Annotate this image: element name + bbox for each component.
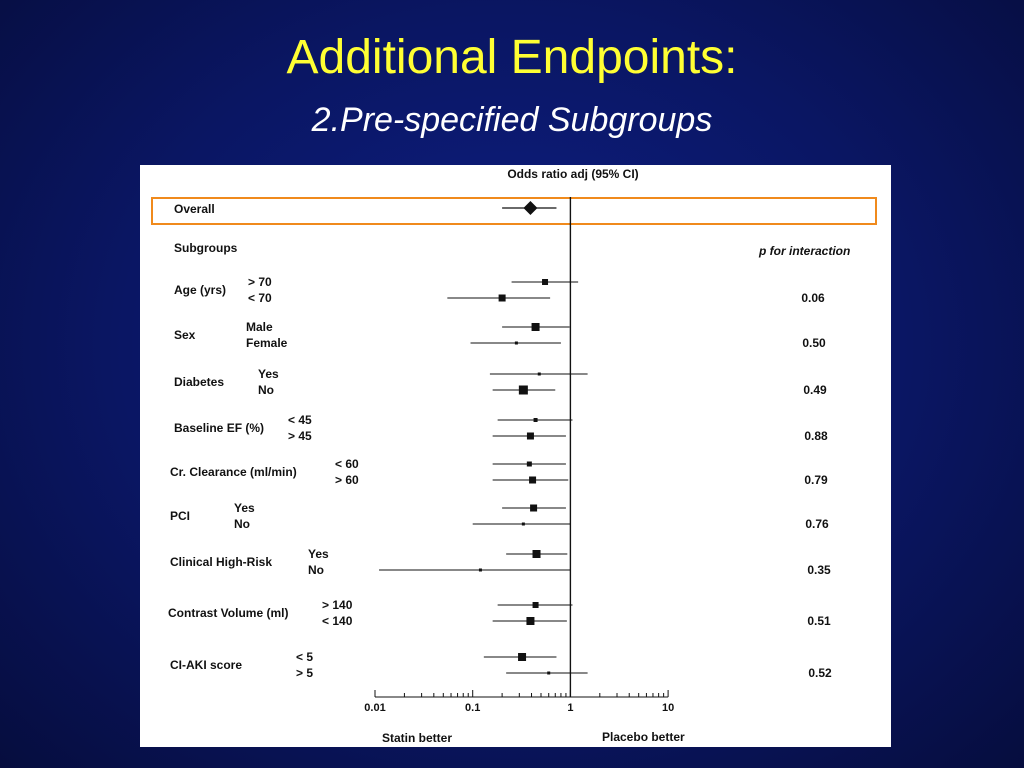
estimate-square: [526, 617, 535, 625]
estimate-square: [478, 568, 482, 572]
estimate-square: [518, 385, 528, 395]
p-interaction-value: 0.50: [802, 336, 826, 350]
p-interaction-header: p for interaction: [758, 244, 850, 258]
overall-estimate-diamond: [523, 201, 538, 215]
subgroup-row-label: Yes: [258, 367, 279, 381]
subgroups-header: Subgroups: [174, 241, 238, 255]
subgroup-name: CI-AKI score: [170, 658, 242, 672]
overall-highlight-box: [151, 197, 877, 225]
x-tick-label: 10: [662, 702, 674, 714]
placebo-better-label: Placebo better: [602, 730, 685, 744]
estimate-square: [542, 279, 549, 285]
subgroup-row-label: > 5: [296, 666, 313, 680]
estimate-square: [521, 522, 525, 526]
subgroup-row-label: < 60: [335, 457, 359, 471]
estimate-square: [518, 653, 527, 661]
statin-better-label: Statin better: [382, 731, 452, 745]
subgroup-row-label: > 45: [288, 429, 312, 443]
overall-label: Overall: [174, 202, 215, 216]
subgroup-row-label: > 70: [248, 275, 272, 289]
estimate-square: [514, 341, 518, 345]
subgroup-row-label: No: [308, 563, 324, 577]
subgroup-name: Baseline EF (%): [174, 421, 264, 435]
forest-plot-panel: Odds ratio adj (95% CI) Overall Subgroup…: [140, 165, 891, 747]
p-interaction-value: 0.79: [804, 473, 828, 487]
subgroup-row-label: No: [258, 383, 274, 397]
subgroup-row-label: > 140: [322, 598, 353, 612]
subgroup-row-label: Yes: [308, 547, 329, 561]
subgroup-row-label: No: [234, 517, 250, 531]
subgroup-row-label: Female: [246, 336, 288, 350]
subgroup-row-label: < 5: [296, 650, 313, 664]
subgroup-name: Diabetes: [174, 375, 224, 389]
forest-plot: Odds ratio adj (95% CI) Overall Subgroup…: [151, 167, 877, 745]
subgroup-name: Age (yrs): [174, 283, 226, 297]
p-interaction-value: 0.76: [805, 517, 829, 531]
p-interaction-value: 0.06: [801, 291, 825, 305]
slide-subtitle: 2.Pre-specified Subgroups: [311, 101, 713, 139]
estimate-square: [547, 671, 551, 675]
subgroup-row-label: < 140: [322, 614, 353, 628]
subgroup-row-label: Yes: [234, 501, 255, 515]
p-interaction-value: 0.88: [804, 429, 828, 443]
subgroup-name: Clinical High-Risk: [170, 555, 272, 569]
subgroup-row-label: < 45: [288, 413, 312, 427]
p-interaction-value: 0.49: [803, 383, 827, 397]
estimate-square: [498, 294, 506, 302]
chart-title: Odds ratio adj (95% CI): [507, 167, 638, 181]
estimate-square: [531, 323, 540, 331]
subgroup-name: Cr. Clearance (ml/min): [170, 465, 297, 479]
x-tick-label: 1: [567, 702, 573, 714]
x-tick-label: 0.1: [465, 702, 480, 714]
subgroup-name: Contrast Volume (ml): [168, 606, 288, 620]
subgroup-name: PCI: [170, 509, 190, 523]
estimate-square: [532, 550, 541, 558]
p-interaction-value: 0.52: [808, 666, 832, 680]
slide-title: Additional Endpoints:: [286, 31, 738, 84]
subgroup-row-label: > 60: [335, 473, 359, 487]
estimate-square: [526, 461, 532, 467]
subgroup-name: Sex: [174, 328, 196, 342]
estimate-square: [526, 432, 534, 440]
estimate-square: [533, 418, 538, 422]
subgroup-row-label: Male: [246, 320, 273, 334]
estimate-square: [532, 602, 539, 608]
p-interaction-value: 0.51: [807, 614, 831, 628]
estimate-square: [537, 372, 541, 376]
subgroup-row-label: < 70: [248, 291, 272, 305]
estimate-square: [530, 504, 538, 512]
x-tick-label: 0.01: [364, 702, 385, 714]
p-interaction-value: 0.35: [807, 563, 831, 577]
estimate-square: [529, 476, 537, 484]
